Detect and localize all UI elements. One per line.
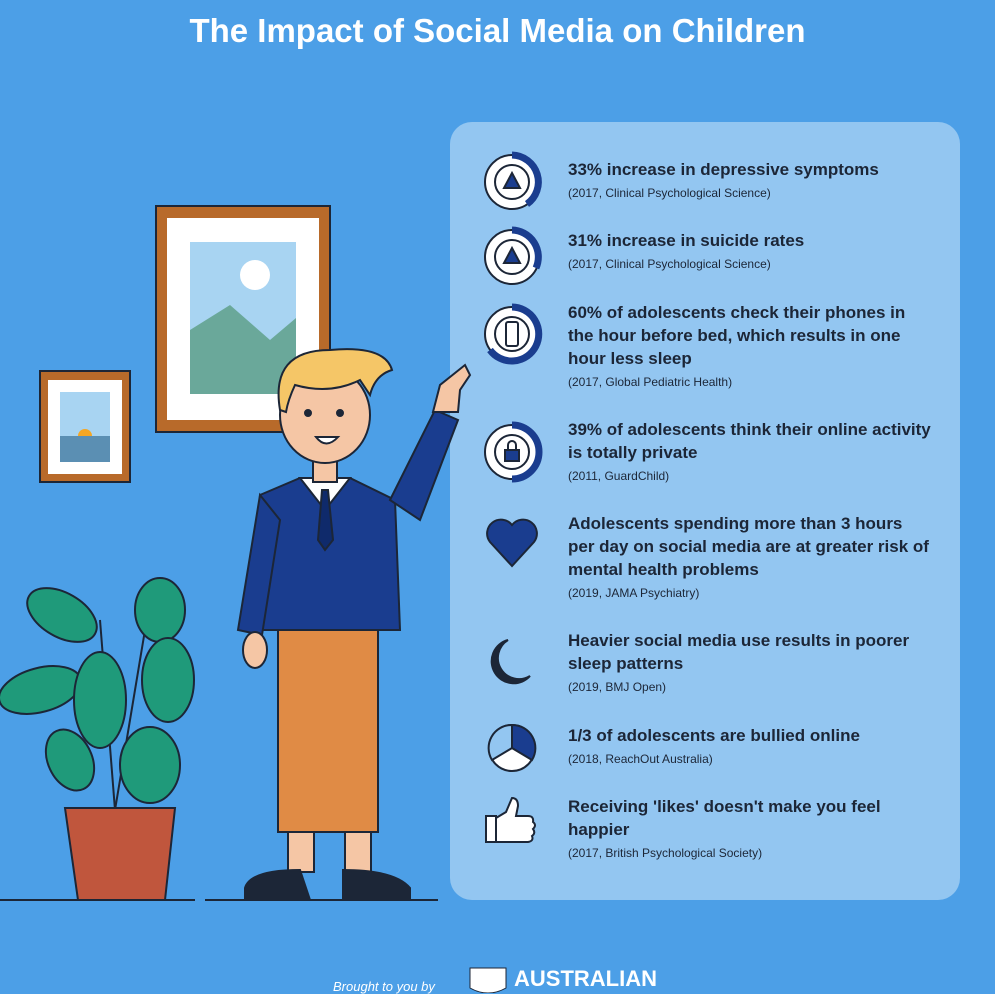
fact-source: (2017, Clinical Psychological Science) (568, 257, 771, 271)
fact-source: (2019, BMJ Open) (568, 680, 667, 694)
fact-text: Receiving 'likes' doesn't make you feel … (568, 797, 881, 839)
fact-text: Heavier social media use results in poor… (568, 631, 910, 673)
fact-item: 1/3 of adolescents are bullied online (20… (568, 724, 933, 766)
credit: Brought to you by (333, 979, 435, 994)
fact-text: 1/3 of adolescents are bullied online (568, 726, 860, 745)
fact-item: 33% increase in depressive symptoms (2017… (568, 158, 933, 200)
fact-text: 33% increase in depressive symptoms (568, 160, 879, 179)
fact-text: 60% of adolescents check their phones in… (568, 303, 906, 368)
fact-text: 39% of adolescents think their online ac… (568, 420, 931, 462)
fact-text: 31% increase in suicide rates (568, 231, 805, 250)
fact-source: (2017, Clinical Psychological Science) (568, 186, 771, 200)
brand: AUSTRALIAN (514, 966, 657, 991)
fact-item: 39% of adolescents think their online ac… (568, 418, 933, 483)
title: The Impact of Social Media on Children (189, 12, 806, 49)
fact-source: (2019, JAMA Psychiatry) (568, 586, 700, 600)
fact-source: (2017, Global Pediatric Health) (568, 375, 733, 389)
fact-item: Heavier social media use results in poor… (568, 629, 933, 694)
fact-text: Adolescents spending more than 3 hours p… (568, 514, 929, 579)
fact-item: Adolescents spending more than 3 hours p… (568, 512, 933, 600)
fact-item: Receiving 'likes' doesn't make you feel … (568, 795, 933, 860)
fact-source: (2017, British Psychological Society) (568, 846, 763, 860)
fact-source: (2018, ReachOut Australia) (568, 752, 713, 766)
fact-item: 60% of adolescents check their phones in… (568, 301, 933, 389)
fact-item: 31% increase in suicide rates (2017, Clin… (568, 229, 933, 271)
fact-source: (2011, GuardChild) (568, 469, 670, 483)
